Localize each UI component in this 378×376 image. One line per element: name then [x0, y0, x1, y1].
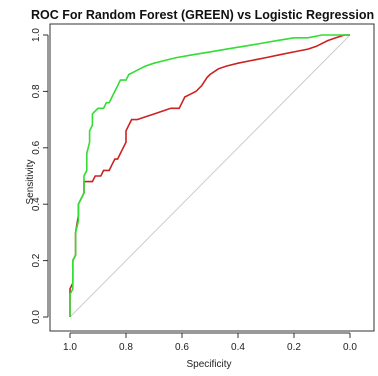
x-tick-label: 0.0	[343, 342, 357, 353]
y-tick-label: 0.2	[31, 253, 42, 267]
series-layer	[69, 34, 350, 317]
y-tick-label: 0.8	[31, 84, 42, 98]
y-tick-label: 0.0	[31, 310, 42, 324]
x-tick-label: 1.0	[63, 342, 77, 353]
x-tick-label: 0.2	[287, 342, 301, 353]
y-axis: 0.0 0.2 0.4 0.6 0.8 1.0	[31, 28, 49, 324]
x-tick-label: 0.8	[119, 342, 133, 353]
y-tick-label: 1.0	[31, 28, 42, 42]
reference-diagonal	[69, 34, 351, 318]
x-axis: 1.0 0.8 0.6 0.4 0.2 0.0	[63, 332, 357, 353]
series-line-green	[69, 34, 350, 317]
y-tick-label: 0.4	[31, 197, 42, 211]
y-axis-label: Sensitivity	[25, 159, 36, 204]
chart-title: ROC For Random Forest (GREEN) vs Logisti…	[31, 8, 378, 22]
y-tick-label: 0.6	[31, 140, 42, 154]
x-axis-label: Specificity	[186, 359, 231, 370]
reference-layer	[69, 34, 351, 318]
x-tick-label: 0.6	[175, 342, 189, 353]
x-tick-label: 0.4	[231, 342, 245, 353]
plot-frame	[49, 23, 375, 332]
